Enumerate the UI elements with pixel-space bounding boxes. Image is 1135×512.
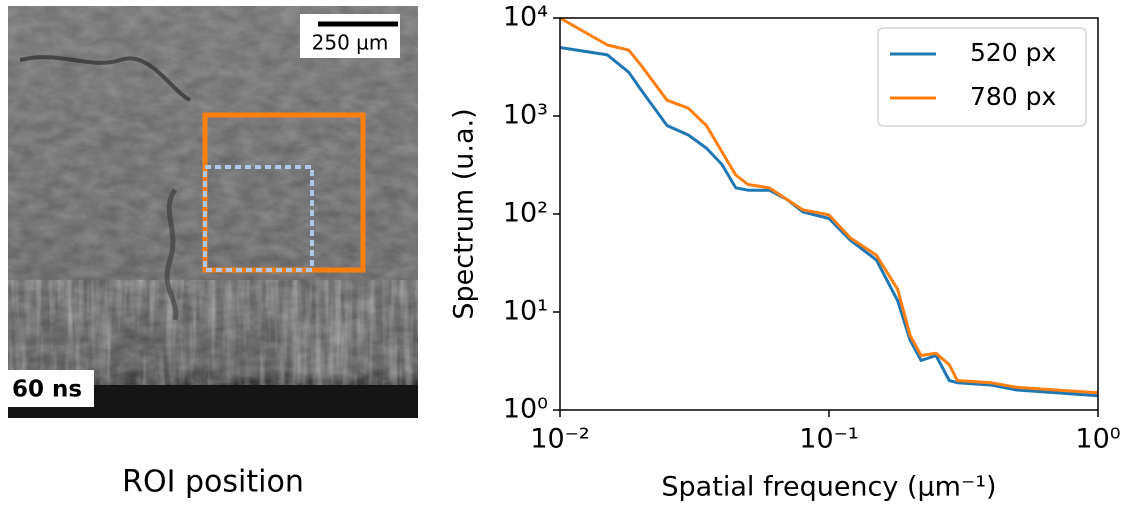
- y-tick-label: 10²: [503, 198, 548, 229]
- y-tick-label: 10⁰: [503, 394, 548, 425]
- legend-label: 520 px: [970, 38, 1056, 67]
- caption: ROI position: [122, 465, 304, 500]
- chart: 10⁻² 10⁻¹ 10⁰ 10⁰ 10¹ 10² 10³ 10⁴ Spatial freque…: [449, 2, 1121, 503]
- series-line: [559, 16, 1099, 395]
- y-axis-label: Spectrum (u.a.): [449, 108, 480, 319]
- legend-label: 780 px: [970, 82, 1056, 111]
- x-tick-label: 10⁻²: [530, 424, 589, 455]
- series-line: [559, 46, 1099, 398]
- time-label: 60 ns: [12, 377, 82, 403]
- micrograph: 250 µm 60 ns: [8, 6, 418, 418]
- x-tick-label: 10⁰: [1075, 424, 1120, 455]
- y-tick-label: 10⁴: [503, 2, 548, 33]
- y-tick-label: 10³: [503, 100, 548, 131]
- scale-bar-label: 250 µm: [312, 31, 389, 55]
- x-axis-label: Spatial frequency (μm⁻¹): [661, 472, 996, 503]
- x-tick-label: 10⁻¹: [799, 424, 858, 455]
- y-tick-label: 10¹: [503, 296, 548, 327]
